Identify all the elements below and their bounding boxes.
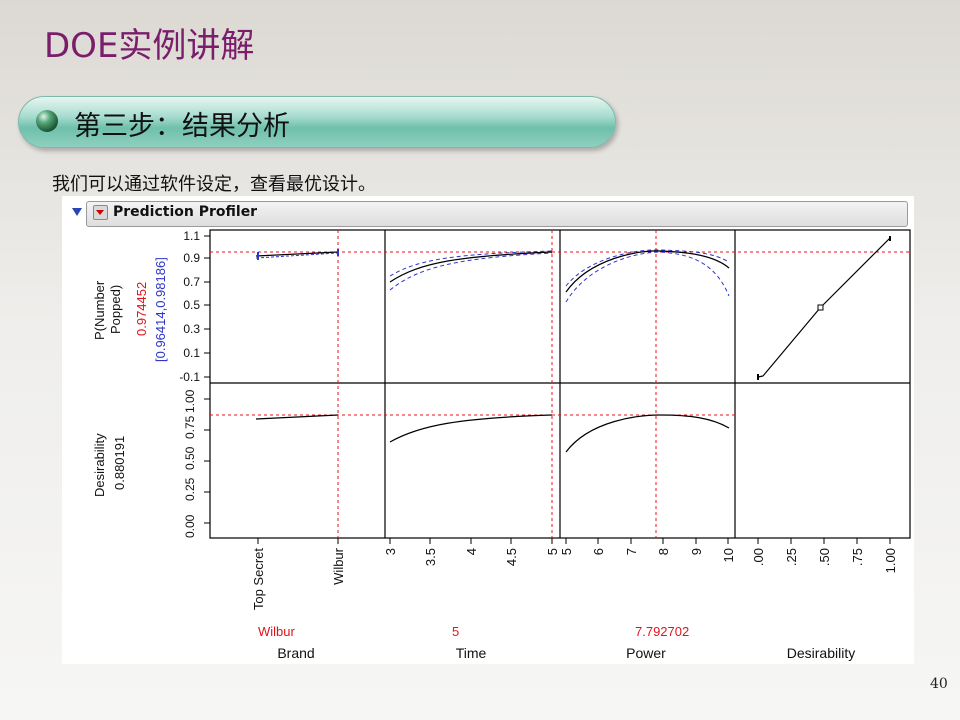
- x-tick-labels: Top Secret Wilbur 3 3.5 4 4.5 5 5 6 7 8 …: [251, 547, 898, 610]
- x-tick-label: 6: [591, 548, 606, 555]
- y-tick-label: 0.9: [183, 251, 200, 265]
- time-response-curve: [389, 250, 553, 291]
- y-tick-label: 0.00: [183, 514, 197, 538]
- y-tick-label: 0.50: [183, 446, 197, 470]
- response-ci: [0.96414,0.98186]: [153, 257, 168, 362]
- response-label: P(Number: [92, 280, 107, 340]
- x-tick-label: .25: [784, 548, 799, 566]
- y-tick-label: 0.25: [183, 477, 197, 501]
- y-tick-label: 0.3: [183, 322, 200, 336]
- step-banner: [18, 96, 616, 148]
- y-tick-label: 1.00: [183, 389, 197, 413]
- description-text: 我们可以通过软件设定，查看最优设计。: [52, 174, 376, 195]
- x-tick-label: .75: [850, 548, 865, 566]
- x-tick-label: 3: [383, 548, 398, 555]
- desirability-y-axis: 0.00 0.25 0.50 0.75 1.00: [183, 389, 210, 538]
- time-desirability-curve: [389, 414, 553, 443]
- x-tick-label: 4: [464, 548, 479, 555]
- x-tick-label: .00: [751, 548, 766, 566]
- response-label: Popped): [108, 285, 123, 334]
- power-desirability-curve: [565, 414, 730, 453]
- y-tick-label: -0.1: [179, 370, 200, 384]
- slide-title: DOE实例讲解: [44, 26, 255, 66]
- y-tick-label: 0.5: [183, 298, 200, 312]
- x-tick-label: 5: [559, 548, 574, 555]
- x-tick-label: 10: [721, 548, 736, 562]
- x-tick-label: 7: [624, 548, 639, 555]
- x-tick-label: 5: [545, 548, 560, 555]
- x-tick-label: 4.5: [504, 548, 519, 566]
- power-response-curve: [565, 249, 730, 303]
- factor-name: Brand: [277, 645, 314, 661]
- response-value: 0.974452: [134, 282, 149, 336]
- x-axis-ticks: [257, 538, 891, 544]
- y-tick-label: 0.1: [183, 346, 200, 360]
- desirability-function-line: [757, 236, 891, 380]
- response-y-axis: -0.1 0.1 0.3 0.5 0.7 0.9 1.1: [179, 229, 210, 384]
- x-tick-label: 8: [656, 548, 671, 555]
- factor-name: Power: [626, 645, 666, 661]
- brand-current-value[interactable]: Wilbur: [258, 624, 296, 639]
- desirability-value: 0.880191: [112, 436, 127, 490]
- power-current-value[interactable]: 7.792702: [635, 624, 689, 639]
- y-tick-label: 1.1: [183, 229, 200, 243]
- profiler-menu-button[interactable]: [93, 205, 108, 220]
- desirability-label: Desirability: [92, 433, 107, 497]
- disclosure-triangle-icon[interactable]: [72, 208, 82, 216]
- brand-desirability-curve: [255, 414, 339, 420]
- time-current-value[interactable]: 5: [452, 624, 459, 639]
- brand-response-curve: [255, 249, 339, 260]
- page-number: 40: [930, 676, 948, 692]
- bullet-sphere-icon: [36, 110, 58, 132]
- x-tick-label: 3.5: [423, 548, 438, 566]
- profiler-header: [86, 201, 908, 227]
- y-tick-label: 0.75: [183, 415, 197, 439]
- x-tick-label: 1.00: [883, 548, 898, 573]
- x-tick-label: Wilbur: [331, 547, 346, 585]
- x-tick-label: 9: [689, 548, 704, 555]
- factor-name: Time: [456, 645, 487, 661]
- x-tick-label: Top Secret: [251, 548, 266, 611]
- step-heading: 第三步：结果分析: [74, 111, 290, 142]
- x-tick-label: .50: [817, 548, 832, 566]
- y-tick-label: 0.7: [183, 275, 200, 289]
- profiler-title: Prediction Profiler: [113, 204, 258, 220]
- factor-name: Desirability: [787, 645, 855, 661]
